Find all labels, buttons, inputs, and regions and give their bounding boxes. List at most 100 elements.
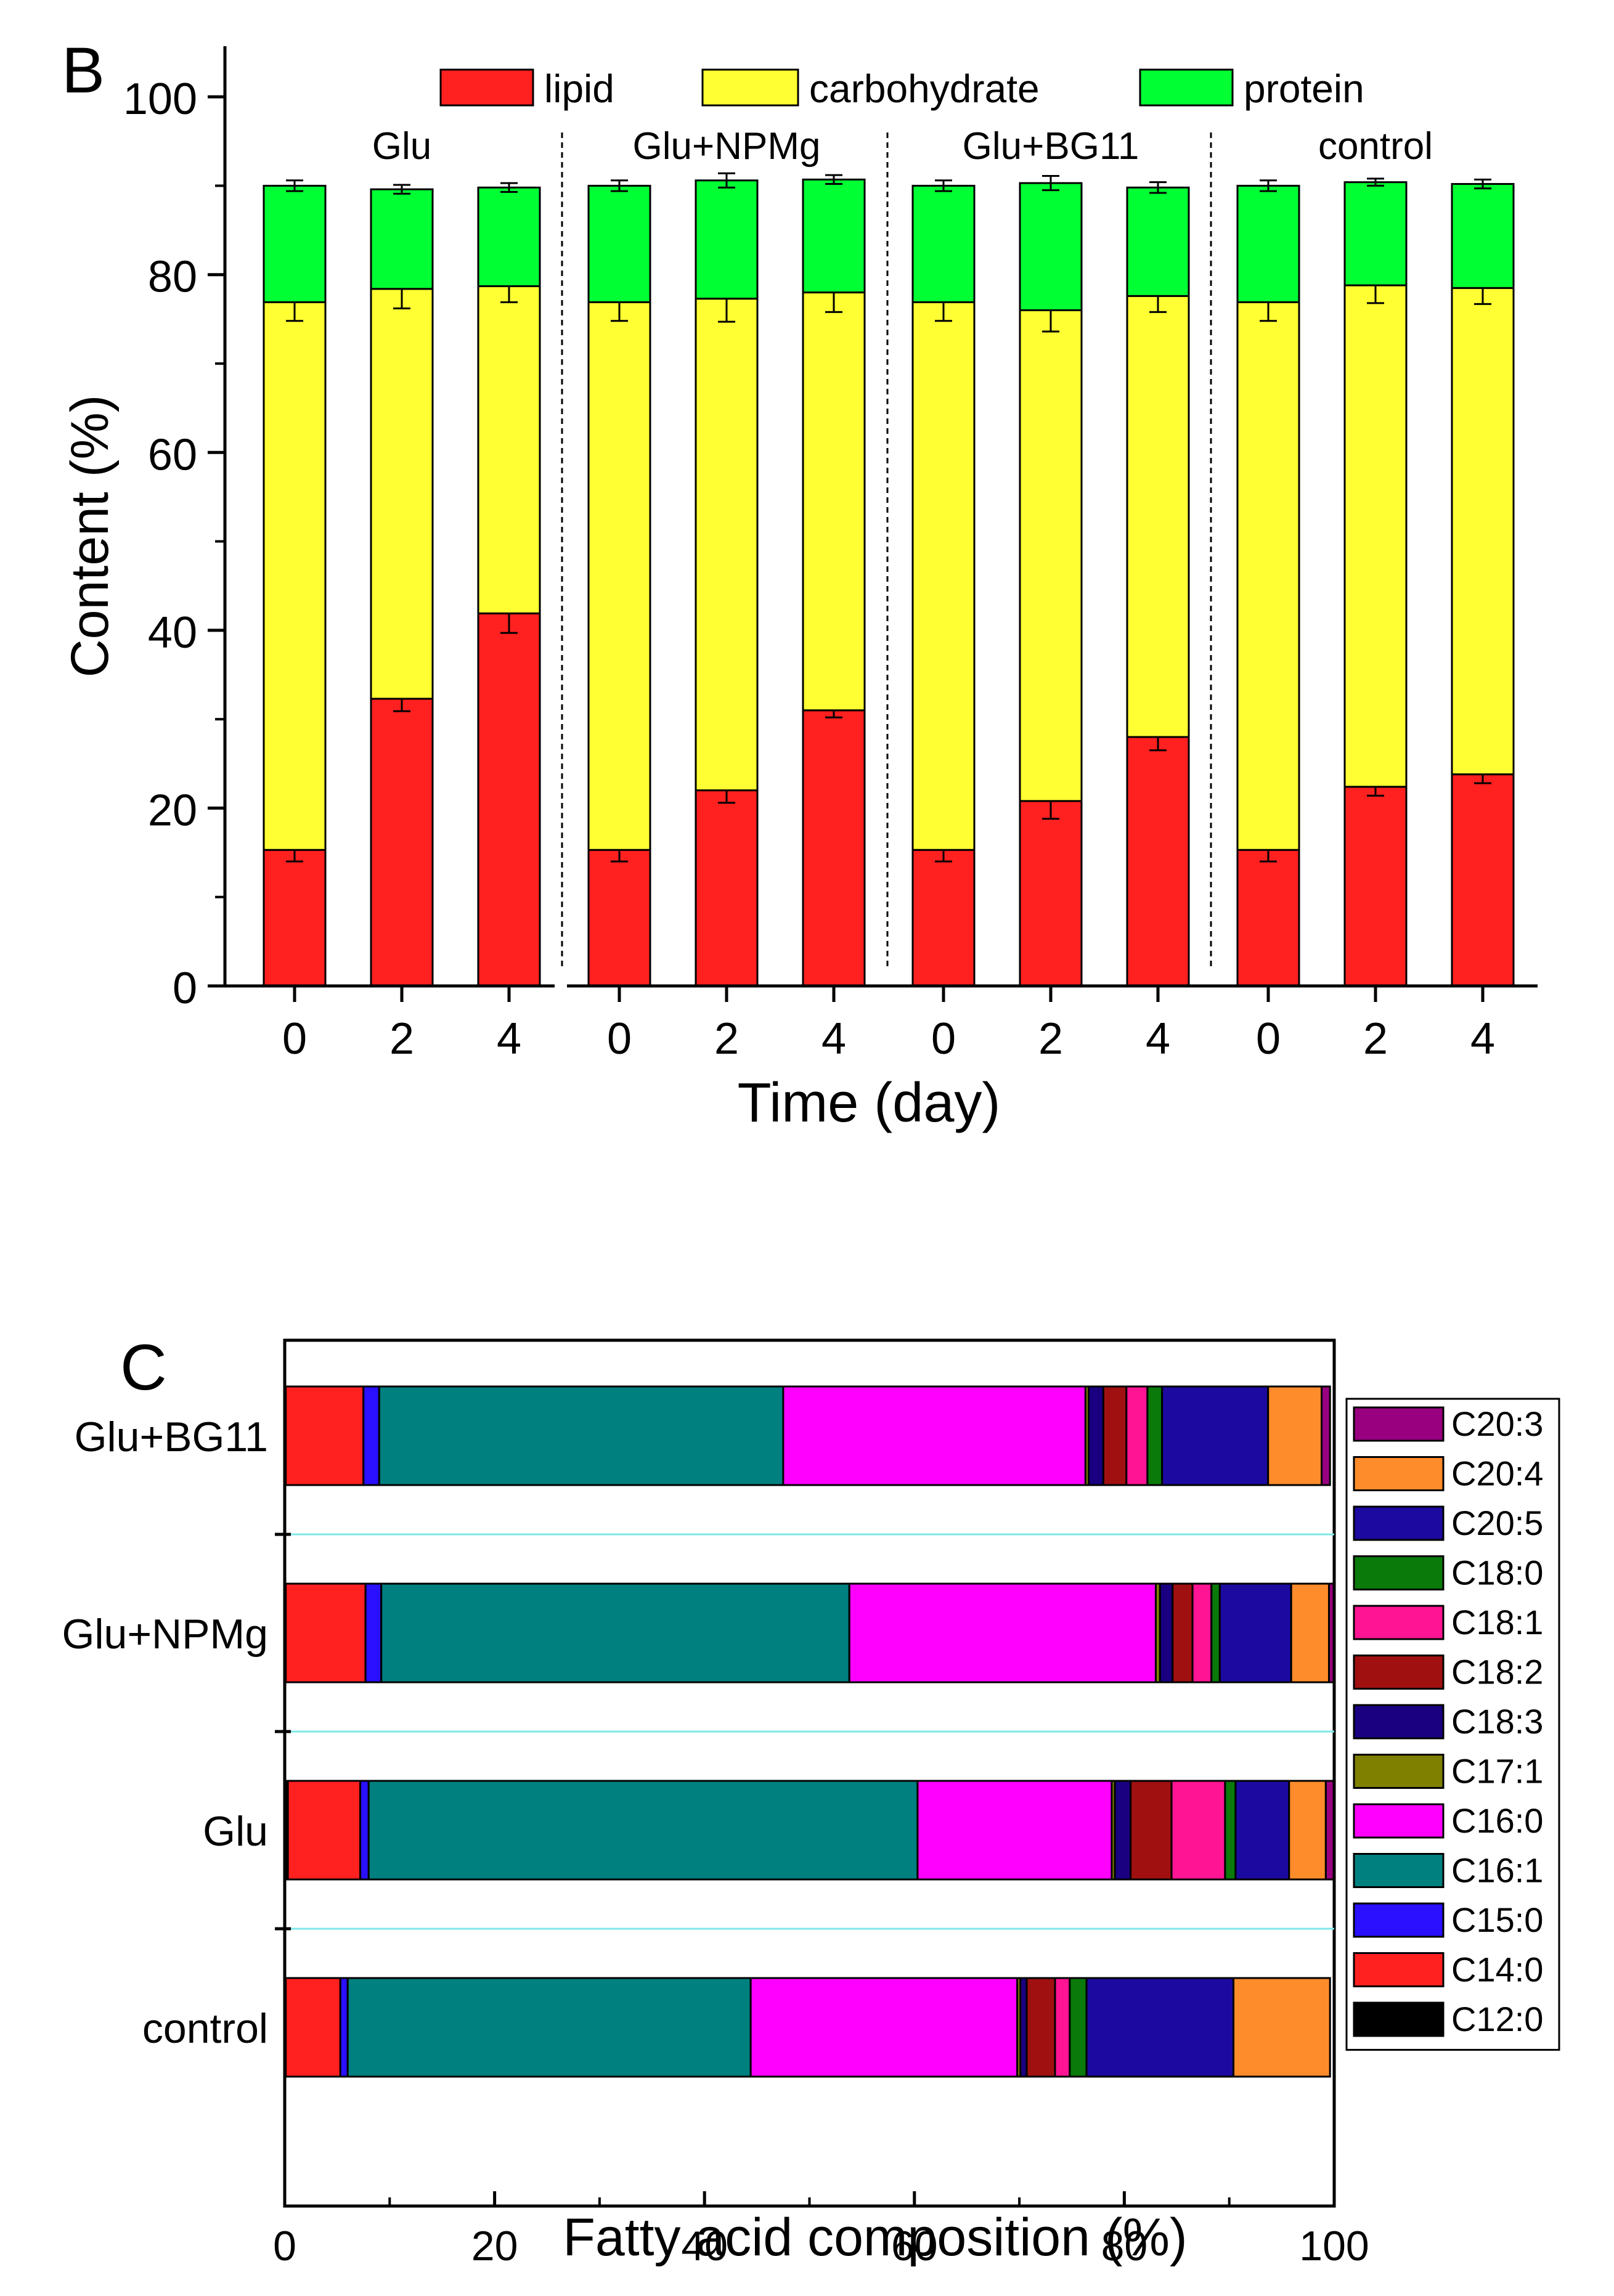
bar-control-c20-5 bbox=[1085, 1977, 1235, 2078]
bar-control-c18-0 bbox=[1069, 1977, 1088, 2078]
legend-label-c20-4: C20:4 bbox=[1451, 1454, 1543, 1493]
bar-protein-5 bbox=[802, 178, 866, 294]
bar-glu-c18-1 bbox=[1170, 1780, 1226, 1881]
bar-protein-0 bbox=[263, 184, 327, 303]
bar-carbohydrate-6 bbox=[911, 301, 976, 851]
legend-swatch-c17-1 bbox=[1353, 1754, 1445, 1789]
bar-lipid-11 bbox=[1451, 773, 1515, 987]
legend-swatch-c18-3 bbox=[1353, 1704, 1445, 1740]
bar-glu-bg11-c15-0 bbox=[362, 1385, 380, 1486]
group-label-control: control bbox=[1318, 125, 1433, 168]
bar-glu-bg11-c16-0 bbox=[782, 1385, 1086, 1486]
bar-glu-c16-1 bbox=[367, 1780, 919, 1881]
bar-glu-bg11-c18-2 bbox=[1102, 1385, 1128, 1486]
bar-control-c18-1 bbox=[1054, 1977, 1071, 2078]
x-tick-label-glu-npmg-4: 4 bbox=[821, 1014, 846, 1064]
legend-swatch-c15-0 bbox=[1353, 1902, 1445, 1938]
bar-control-c16-0 bbox=[749, 1977, 1019, 2078]
bar-lipid-1 bbox=[370, 698, 434, 987]
legend-swatch-c20-3 bbox=[1353, 1406, 1445, 1442]
y-tick-label-100: 100 bbox=[123, 75, 197, 124]
bar-protein-1 bbox=[370, 188, 434, 290]
panel-b-label: B bbox=[62, 35, 105, 107]
legend-swatch-c16-1 bbox=[1353, 1853, 1445, 1888]
bar-glu-npmg-c20-5 bbox=[1218, 1582, 1292, 1683]
y-tick-label-80: 80 bbox=[148, 253, 197, 302]
x-tick-label-60: 60 bbox=[891, 2223, 938, 2270]
panel-b-legend: lipid carbohydrate protein bbox=[439, 67, 1364, 111]
panel-c-bars bbox=[283, 1385, 1335, 2078]
x-tick-label-control-2: 2 bbox=[1363, 1014, 1388, 1064]
bar-lipid-0 bbox=[263, 849, 327, 987]
bar-carbohydrate-8 bbox=[1126, 295, 1190, 738]
bar-lipid-10 bbox=[1343, 786, 1408, 987]
x-tick-label-glu-2: 2 bbox=[389, 1014, 414, 1064]
legend-swatch-c20-4 bbox=[1353, 1456, 1445, 1491]
bar-protein-3 bbox=[587, 184, 651, 303]
legend-swatch-c18-1 bbox=[1353, 1605, 1445, 1640]
bar-glu-bg11-c20-5 bbox=[1161, 1385, 1270, 1486]
legend-swatch-c12-0 bbox=[1353, 2001, 1445, 2037]
legend-label-c20-5: C20:5 bbox=[1451, 1504, 1543, 1542]
bar-carbohydrate-7 bbox=[1019, 309, 1083, 802]
legend-label-c18-0: C18:0 bbox=[1451, 1553, 1543, 1592]
bar-lipid-5 bbox=[802, 709, 866, 987]
bar-protein-7 bbox=[1019, 182, 1083, 311]
bar-protein-11 bbox=[1451, 183, 1515, 289]
bar-glu-c18-3 bbox=[1114, 1780, 1132, 1881]
category-label-glu-bg11: Glu+BG11 bbox=[75, 1414, 268, 1460]
legend-label-c18-3: C18:3 bbox=[1451, 1702, 1543, 1741]
legend-swatch-c14-0 bbox=[1353, 1952, 1445, 1987]
bar-glu-c20-5 bbox=[1234, 1780, 1290, 1881]
x-tick-label-glu-npmg-2: 2 bbox=[714, 1014, 739, 1064]
group-label-glu: Glu bbox=[372, 125, 431, 168]
x-tick-label-glu-npmg-0: 0 bbox=[607, 1014, 632, 1064]
panel-c-label: C bbox=[120, 1332, 167, 1404]
panel-c: C Glu+BG11 Glu+NPMg Glu control 0 20 40 60 80 100… bbox=[62, 1332, 1560, 2270]
bar-lipid-8 bbox=[1126, 736, 1190, 987]
legend-label-c14-0: C14:0 bbox=[1451, 1950, 1543, 1989]
bar-carbohydrate-3 bbox=[587, 301, 651, 851]
bar-glu-npmg-c16-1 bbox=[380, 1582, 850, 1683]
legend-label-c17-1: C17:1 bbox=[1451, 1752, 1543, 1791]
bar-lipid-7 bbox=[1019, 800, 1083, 987]
legend-label-lipid: lipid bbox=[544, 67, 614, 111]
bar-glu-npmg-c14-0 bbox=[285, 1582, 367, 1683]
panel-c-legend: C20:3 C20:4 C20:5 C18:0 C18:1 C18:2 C18:3 C17:1… bbox=[1345, 1398, 1560, 2051]
panel-b-group-labels: Glu Glu+NPMg Glu+BG11 control bbox=[372, 125, 1433, 168]
legend-swatch-lipid bbox=[439, 68, 534, 107]
bar-glu-npmg-c18-0 bbox=[1210, 1582, 1221, 1683]
x-tick-label-control-4: 4 bbox=[1470, 1014, 1495, 1064]
x-tick-label-glu-bg11-0: 0 bbox=[931, 1014, 956, 1064]
bar-glu-bg11-c18-0 bbox=[1146, 1385, 1164, 1486]
x-tick-label-100: 100 bbox=[1299, 2223, 1369, 2270]
bar-protein-4 bbox=[695, 179, 759, 300]
legend-swatch-carbohydrate bbox=[701, 68, 799, 107]
bar-glu-npmg-c20-4 bbox=[1290, 1582, 1330, 1683]
legend-label-c16-1: C16:1 bbox=[1451, 1851, 1543, 1890]
bar-control-c18-3 bbox=[1019, 1977, 1028, 2078]
x-tick-label-glu-0: 0 bbox=[282, 1014, 307, 1064]
legend-label-c20-3: C20:3 bbox=[1451, 1404, 1543, 1443]
bar-control-c16-1 bbox=[346, 1977, 752, 2078]
x-tick-label-glu-bg11-4: 4 bbox=[1146, 1014, 1170, 1064]
panel-c-axes: Glu+BG11 Glu+NPMg Glu control 0 20 40 60 80 100 bbox=[62, 1338, 1369, 2270]
bar-glu-npmg-c18-1 bbox=[1191, 1582, 1213, 1683]
bar-carbohydrate-11 bbox=[1451, 287, 1515, 776]
bar-glu-c18-2 bbox=[1130, 1780, 1173, 1881]
x-tick-label-80: 80 bbox=[1101, 2223, 1148, 2270]
bar-carbohydrate-10 bbox=[1343, 284, 1408, 788]
x-tick-label-40: 40 bbox=[681, 2223, 728, 2270]
bar-glu-bg11-c16-1 bbox=[378, 1385, 785, 1486]
bar-glu-npmg-c18-2 bbox=[1172, 1582, 1194, 1683]
category-label-control: control bbox=[142, 2005, 268, 2052]
legend-label-carbohydrate: carbohydrate bbox=[809, 67, 1040, 111]
bar-glu-c18-0 bbox=[1224, 1780, 1237, 1881]
bar-carbohydrate-4 bbox=[695, 298, 759, 792]
category-label-glu: Glu bbox=[203, 1808, 268, 1855]
bar-protein-10 bbox=[1343, 181, 1408, 287]
bar-glu-c20-4 bbox=[1288, 1780, 1327, 1881]
legend-label-c18-2: C18:2 bbox=[1451, 1653, 1543, 1691]
legend-swatch-c20-5 bbox=[1353, 1505, 1445, 1541]
y-tick-label-40: 40 bbox=[148, 608, 197, 657]
